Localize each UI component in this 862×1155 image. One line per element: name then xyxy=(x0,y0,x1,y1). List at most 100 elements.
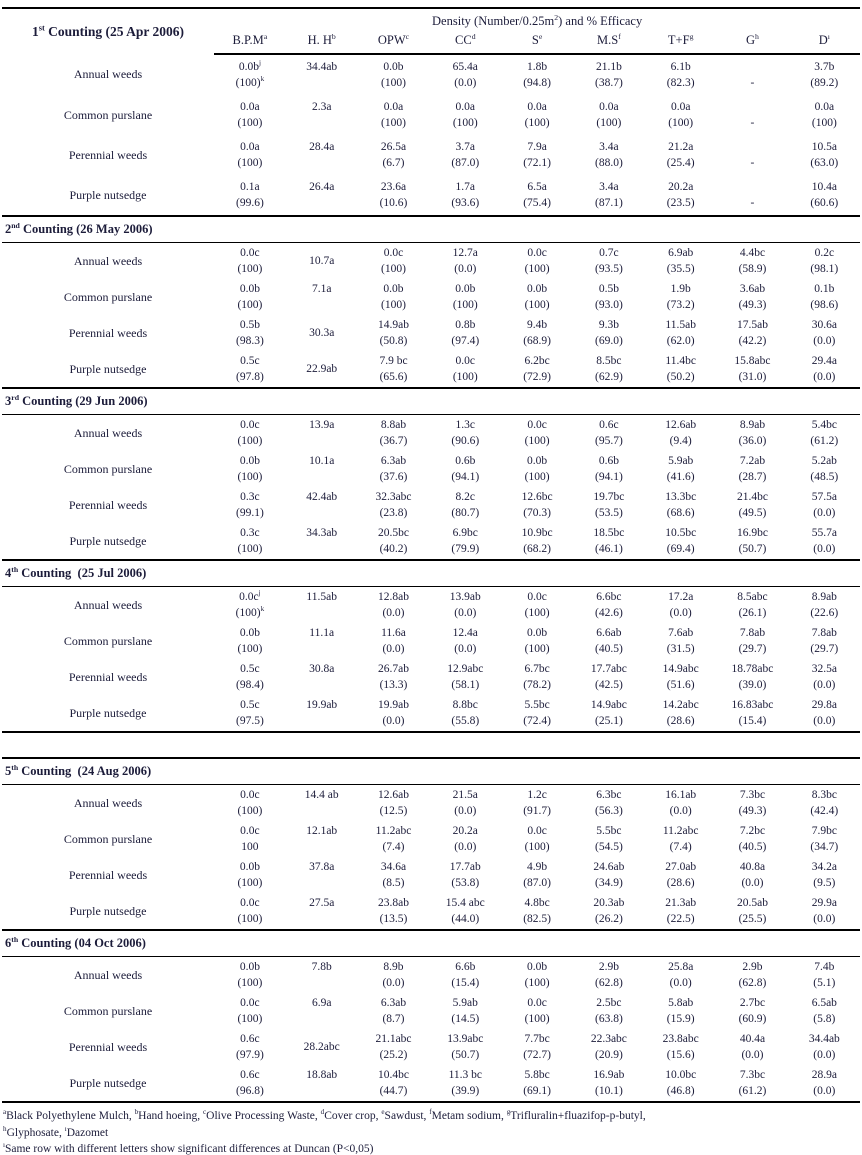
value-cell: 0.5c (97.5) xyxy=(214,695,286,732)
value-cell: 0.0b (100) xyxy=(214,857,286,893)
section-title-row: 6th Counting (04 Oct 2006) xyxy=(2,929,861,957)
value-cell: 12.6ab (12.5) xyxy=(358,785,430,822)
value-cell: 5.2ab (48.5) xyxy=(788,451,860,487)
density-value: 21.1b xyxy=(595,61,622,73)
efficacy-value: (62.0) xyxy=(666,335,695,347)
value-cell: 13.9ab (0.0) xyxy=(429,587,501,624)
value-cell: 7.4b (5.1) xyxy=(788,957,860,994)
efficacy-value: (42.4) xyxy=(810,805,839,817)
table-row: Purple nutsedge 0.5c (97.5) 19.9ab 19.9ab (0.… xyxy=(2,695,860,732)
value-cell: 3.7b (89.2) xyxy=(788,54,860,95)
efficacy-value: (100) xyxy=(524,471,550,483)
value-cell: 7.3bc (49.3) xyxy=(717,785,789,822)
value-cell: 14.4 ab xyxy=(286,785,358,822)
efficacy-value: (93.6) xyxy=(451,197,480,209)
row-label: Annual weeds xyxy=(73,425,143,440)
efficacy-value: (12.5) xyxy=(379,805,408,817)
section-title: 3rd Counting (29 Jun 2006) xyxy=(2,387,861,415)
efficacy-value xyxy=(286,911,358,927)
efficacy-value: (100) xyxy=(524,1013,550,1025)
density-value: 3.7a xyxy=(455,141,476,153)
row-label: Purple nutsedge xyxy=(69,361,147,376)
value-cell: 30.6a (0.0) xyxy=(788,315,860,351)
efficacy-value: (15.4) xyxy=(738,715,767,727)
density-value: 6.3ab xyxy=(380,455,407,467)
efficacy-value: (9.5) xyxy=(813,877,836,889)
value-cell: 14.9abc (51.6) xyxy=(645,659,717,695)
value-cell: 15.8abc (31.0) xyxy=(717,351,789,388)
density-value: 0.6b xyxy=(598,455,619,467)
density-value: 2.5bc xyxy=(596,997,622,1009)
value-cell: 2.9b (62.8) xyxy=(717,957,789,994)
efficacy-value: (68.9) xyxy=(523,335,551,347)
density-value xyxy=(717,139,789,155)
value-cell: 29.9a (0.0) xyxy=(788,893,860,930)
efficacy-value: (100) xyxy=(452,299,478,311)
density-value: 19.9ab xyxy=(378,699,409,711)
value-cell: 10.5bc (69.4) xyxy=(645,523,717,560)
efficacy-value: (100) xyxy=(237,643,263,655)
density-value: 4.8bc xyxy=(524,897,550,909)
density-value: 65.4a xyxy=(452,61,478,73)
value-cell: 37.8a xyxy=(286,857,358,893)
density-value: 13.9abc xyxy=(447,1033,484,1045)
efficacy-value: (97.4) xyxy=(451,335,480,347)
value-cell: - xyxy=(717,135,789,175)
efficacy-value: (70.3) xyxy=(523,507,551,519)
efficacy-value: (22.5) xyxy=(666,913,695,925)
efficacy-value: (54.5) xyxy=(594,841,623,853)
section-title-row: 5th Counting (24 Aug 2006) xyxy=(2,757,861,785)
value-cell: 8.2c (80.7) xyxy=(429,487,501,523)
value-cell: 65.4a (0.0) xyxy=(429,54,501,95)
value-cell: 0.5b (98.3) xyxy=(214,315,286,351)
efficacy-value: (60.9) xyxy=(738,1013,767,1025)
efficacy-value: (0.0) xyxy=(454,263,477,275)
efficacy-value: (28.6) xyxy=(666,715,695,727)
efficacy-value xyxy=(286,1011,358,1027)
efficacy-value xyxy=(286,605,358,621)
density-value: 28.4a xyxy=(309,141,335,153)
density-value: 17.2a xyxy=(668,591,694,603)
efficacy-value: (100) xyxy=(524,117,550,129)
density-value: 10.4a xyxy=(811,181,837,193)
efficacy-value: (87.1) xyxy=(594,197,623,209)
value-cell: 7.7bc (72.7) xyxy=(501,1029,573,1065)
density-value: 17.7abc xyxy=(590,663,627,675)
efficacy-value: (22.6) xyxy=(810,607,839,619)
value-cell: 18.5bc (46.1) xyxy=(573,523,645,560)
value-cell: 0.5b (93.0) xyxy=(573,279,645,315)
efficacy-value: (100) xyxy=(237,877,263,889)
row-label: Purple nutsedge xyxy=(69,705,147,720)
value-cell: 16.9bc (50.7) xyxy=(717,523,789,560)
efficacy-value: (25.1) xyxy=(594,715,623,727)
density-value: 8.9ab xyxy=(811,591,837,603)
efficacy-value: (6.7) xyxy=(382,157,405,169)
efficacy-value: (5.1) xyxy=(813,977,836,989)
density-value: 28.2abc xyxy=(303,1041,340,1053)
density-value: 8.5abc xyxy=(737,591,768,603)
footnote-treatments-1: aBlack Polyethylene Mulch, bHand hoeing,… xyxy=(3,1108,646,1122)
value-cell: 2.3a xyxy=(286,95,358,135)
density-value: 21.2a xyxy=(668,141,694,153)
density-value: 11.5ab xyxy=(665,319,696,331)
efficacy-value: (13.5) xyxy=(379,913,408,925)
density-value: 18.8ab xyxy=(306,1069,338,1081)
value-cell: 0.0c (100) xyxy=(214,785,286,822)
value-cell: 6.3ab (8.7) xyxy=(358,993,430,1029)
efficacy-value: (28.7) xyxy=(738,471,767,483)
value-cell: 0.0c (100) xyxy=(501,821,573,857)
efficacy-value xyxy=(286,803,358,819)
density-value: 17.7ab xyxy=(449,861,481,873)
value-cell: 32.5a (0.0) xyxy=(788,659,860,695)
efficacy-value: (91.7) xyxy=(523,805,551,817)
value-cell: 2.9b (62.8) xyxy=(573,957,645,994)
value-cell: 8.8ab (36.7) xyxy=(358,415,430,452)
efficacy-value: (63.0) xyxy=(810,157,839,169)
efficacy-value: (8.7) xyxy=(382,1013,405,1025)
value-cell: 19.9ab xyxy=(286,695,358,732)
value-cell: 7.2bc (40.5) xyxy=(717,821,789,857)
efficacy-value: (31.5) xyxy=(666,643,695,655)
density-value: 34.4ab xyxy=(808,1033,840,1045)
density-value: 19.9ab xyxy=(306,699,338,711)
section-title-row: 3rd Counting (29 Jun 2006) xyxy=(2,387,861,415)
